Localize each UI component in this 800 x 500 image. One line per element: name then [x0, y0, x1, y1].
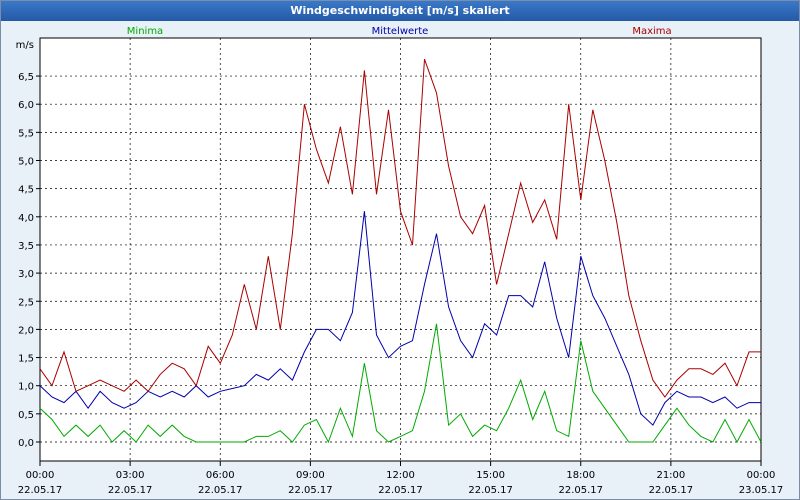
- x-tick-time: 03:00: [116, 470, 145, 481]
- series-line-minima: [39, 323, 762, 444]
- x-tick-time: 21:00: [656, 470, 685, 481]
- y-tick-label: 1,0: [18, 382, 34, 393]
- y-axis-label: m/s: [16, 40, 34, 51]
- y-tick-label: 0,5: [18, 410, 34, 421]
- x-tick-date: 22.05.17: [288, 485, 333, 496]
- x-tick-date: 22.05.17: [108, 485, 153, 496]
- series-line-mittelwerte: [39, 211, 761, 426]
- x-tick-time: 12:00: [386, 470, 415, 481]
- x-tick-time: 00:00: [26, 470, 55, 481]
- x-tick-time: 15:00: [476, 470, 505, 481]
- y-tick-label: 4,0: [18, 213, 34, 224]
- x-tick-date: 23.05.17: [739, 485, 784, 496]
- x-tick-date: 22.05.17: [558, 485, 603, 496]
- y-tick-label: 6,0: [18, 100, 34, 111]
- x-tick-time: 00:00: [747, 470, 776, 481]
- y-tick-label: 5,0: [18, 157, 34, 168]
- y-tick-label: 1,5: [18, 354, 34, 365]
- y-tick-label: 2,5: [18, 297, 34, 308]
- x-tick-time: 18:00: [566, 470, 595, 481]
- y-tick-label: 3,0: [18, 269, 34, 280]
- x-tick-date: 22.05.17: [198, 485, 243, 496]
- y-tick-label: 3,5: [18, 241, 34, 252]
- y-tick-label: 0,0: [18, 438, 34, 449]
- y-tick-label: 4,5: [18, 185, 34, 196]
- x-tick-time: 06:00: [206, 470, 235, 481]
- x-tick-date: 22.05.17: [18, 485, 63, 496]
- y-tick-label: 5,5: [18, 128, 34, 139]
- y-tick-label: 2,0: [18, 325, 34, 336]
- y-tick-label: 6,5: [18, 72, 34, 83]
- window-title: Windgeschwindigkeit [m/s] skaliert: [1, 1, 799, 21]
- legend-mittelwerte: Mittelwerte: [372, 26, 429, 37]
- x-tick-date: 22.05.17: [649, 485, 694, 496]
- series-line-maxima: [39, 59, 761, 398]
- x-tick-date: 22.05.17: [378, 485, 423, 496]
- x-tick-date: 22.05.17: [468, 485, 513, 496]
- legend-minima: Minima: [127, 26, 163, 37]
- legend-maxima: Maxima: [632, 26, 671, 37]
- x-tick-time: 09:00: [296, 470, 325, 481]
